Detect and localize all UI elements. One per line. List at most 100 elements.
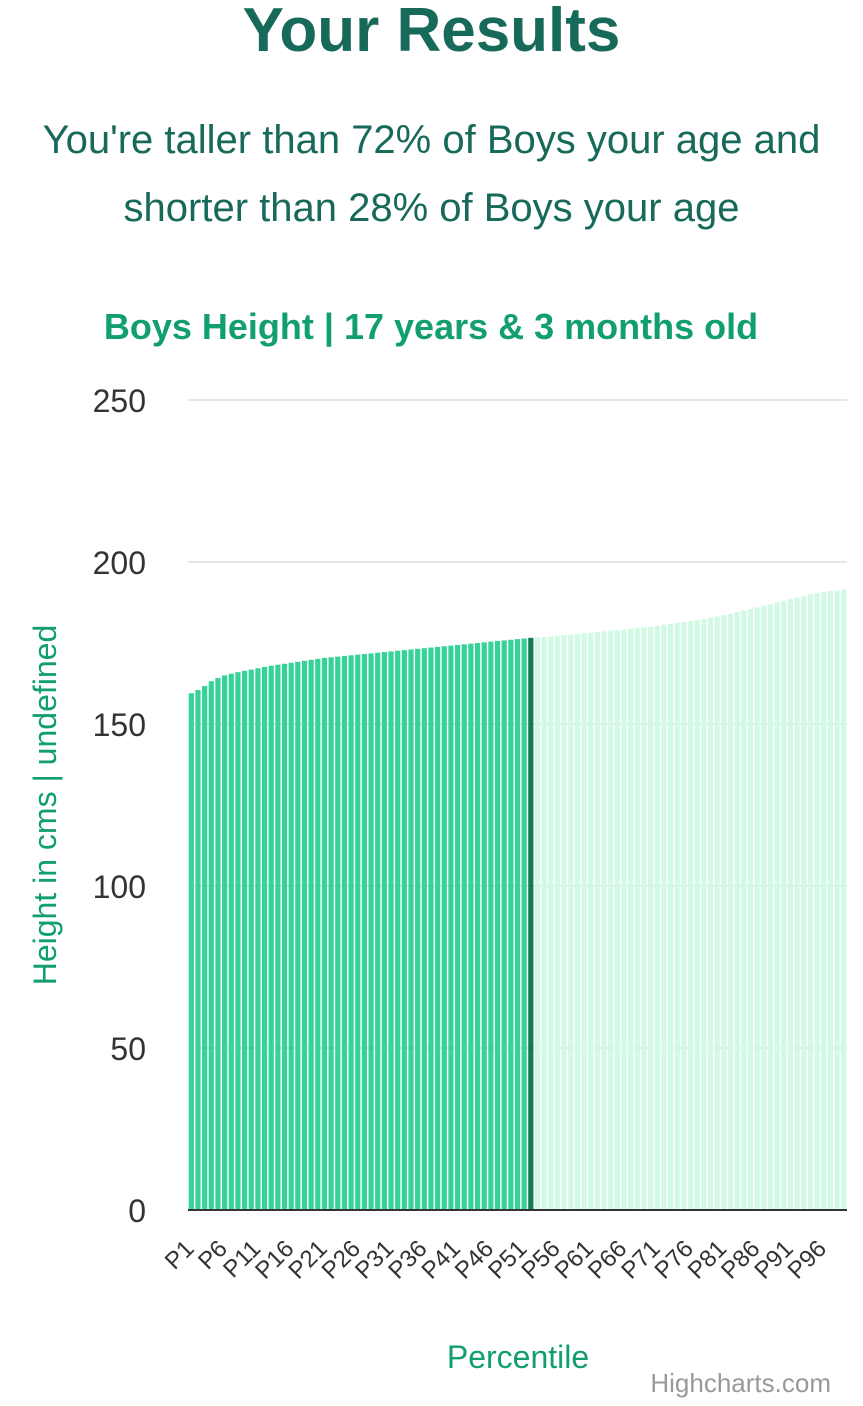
bar[interactable] bbox=[821, 591, 827, 1210]
bar[interactable] bbox=[441, 646, 447, 1210]
bar[interactable] bbox=[381, 652, 387, 1210]
bar[interactable] bbox=[707, 617, 714, 1210]
bar[interactable] bbox=[727, 613, 734, 1210]
bar[interactable] bbox=[361, 654, 367, 1210]
bar[interactable] bbox=[687, 620, 694, 1210]
bar[interactable] bbox=[614, 630, 620, 1210]
bar[interactable] bbox=[301, 660, 308, 1210]
bar[interactable] bbox=[488, 641, 494, 1210]
bar[interactable] bbox=[421, 648, 427, 1210]
bar[interactable] bbox=[787, 599, 794, 1210]
bar[interactable] bbox=[681, 621, 687, 1210]
bar[interactable] bbox=[335, 656, 341, 1210]
bar[interactable] bbox=[202, 686, 208, 1210]
bar[interactable] bbox=[308, 659, 314, 1210]
bar[interactable] bbox=[395, 650, 401, 1210]
bar[interactable] bbox=[807, 594, 813, 1210]
bar[interactable] bbox=[195, 689, 201, 1210]
bar[interactable] bbox=[801, 596, 807, 1210]
bar[interactable] bbox=[594, 631, 600, 1210]
bar[interactable] bbox=[321, 657, 328, 1210]
bar[interactable] bbox=[222, 675, 228, 1210]
bar[interactable] bbox=[568, 634, 574, 1210]
bar-user-percentile[interactable] bbox=[528, 637, 534, 1210]
bar[interactable] bbox=[341, 655, 348, 1210]
bar[interactable] bbox=[474, 643, 481, 1210]
bar-series[interactable] bbox=[188, 589, 847, 1211]
bar[interactable] bbox=[694, 620, 700, 1210]
bar[interactable] bbox=[248, 669, 254, 1210]
bar[interactable] bbox=[521, 638, 527, 1210]
bar[interactable] bbox=[368, 653, 374, 1210]
bar[interactable] bbox=[754, 607, 760, 1210]
bar[interactable] bbox=[355, 654, 361, 1210]
bar[interactable] bbox=[841, 589, 847, 1210]
bar[interactable] bbox=[514, 639, 521, 1210]
bar[interactable] bbox=[747, 608, 754, 1210]
bar[interactable] bbox=[628, 628, 634, 1210]
bar[interactable] bbox=[701, 619, 707, 1210]
bar[interactable] bbox=[208, 681, 214, 1210]
bar[interactable] bbox=[674, 622, 680, 1210]
bar[interactable] bbox=[268, 665, 274, 1210]
bar[interactable] bbox=[215, 677, 221, 1210]
bar[interactable] bbox=[494, 641, 501, 1210]
bar[interactable] bbox=[714, 616, 720, 1210]
bar[interactable] bbox=[328, 657, 334, 1210]
bar[interactable] bbox=[415, 648, 421, 1210]
bar[interactable] bbox=[408, 649, 414, 1210]
bar[interactable] bbox=[468, 643, 474, 1210]
bar[interactable] bbox=[348, 655, 354, 1210]
bar[interactable] bbox=[428, 647, 434, 1210]
bar[interactable] bbox=[741, 610, 747, 1210]
bar[interactable] bbox=[561, 635, 567, 1210]
bar[interactable] bbox=[654, 625, 660, 1210]
bar[interactable] bbox=[501, 640, 507, 1210]
bar[interactable] bbox=[601, 631, 607, 1210]
bar[interactable] bbox=[508, 639, 514, 1210]
bar[interactable] bbox=[275, 664, 281, 1210]
bar[interactable] bbox=[401, 650, 407, 1210]
bar[interactable] bbox=[295, 661, 301, 1210]
bar[interactable] bbox=[767, 604, 774, 1210]
bar[interactable] bbox=[541, 637, 547, 1210]
bar[interactable] bbox=[435, 646, 441, 1210]
bar[interactable] bbox=[827, 591, 833, 1210]
bar[interactable] bbox=[608, 630, 614, 1210]
bar[interactable] bbox=[388, 651, 394, 1210]
bar[interactable] bbox=[734, 612, 740, 1210]
bar[interactable] bbox=[781, 600, 787, 1210]
bar[interactable] bbox=[228, 673, 234, 1210]
bar[interactable] bbox=[241, 670, 248, 1210]
bar[interactable] bbox=[554, 635, 561, 1210]
bar[interactable] bbox=[534, 637, 541, 1210]
bar[interactable] bbox=[461, 644, 467, 1210]
bar[interactable] bbox=[774, 602, 780, 1211]
bar[interactable] bbox=[281, 663, 288, 1210]
bar[interactable] bbox=[634, 628, 640, 1210]
bar[interactable] bbox=[235, 672, 241, 1210]
bar[interactable] bbox=[288, 662, 294, 1210]
bar[interactable] bbox=[315, 658, 321, 1210]
bar[interactable] bbox=[814, 593, 820, 1210]
bar[interactable] bbox=[188, 693, 194, 1210]
bar[interactable] bbox=[648, 626, 654, 1210]
bar[interactable] bbox=[588, 632, 594, 1210]
bar[interactable] bbox=[261, 666, 268, 1210]
bar[interactable] bbox=[548, 636, 554, 1210]
bar[interactable] bbox=[481, 642, 487, 1210]
bar[interactable] bbox=[794, 597, 800, 1210]
bar[interactable] bbox=[668, 623, 674, 1210]
bar[interactable] bbox=[448, 645, 454, 1210]
bar[interactable] bbox=[454, 644, 461, 1210]
bar[interactable] bbox=[255, 668, 261, 1210]
bar[interactable] bbox=[574, 633, 580, 1210]
bar[interactable] bbox=[581, 633, 587, 1210]
bar[interactable] bbox=[641, 627, 647, 1210]
bar[interactable] bbox=[375, 652, 381, 1210]
bar[interactable] bbox=[761, 605, 767, 1210]
bar[interactable] bbox=[834, 590, 840, 1210]
bar[interactable] bbox=[721, 615, 727, 1210]
bar[interactable] bbox=[621, 629, 627, 1210]
highcharts-credit[interactable]: Highcharts.com bbox=[650, 1368, 831, 1398]
